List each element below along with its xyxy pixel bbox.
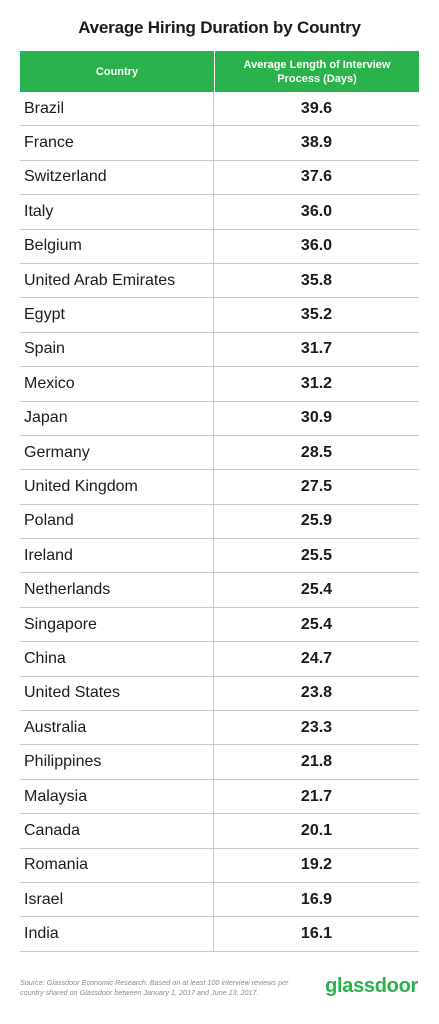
table-row: Italy 36.0 xyxy=(20,195,419,230)
days-value-cell: 21.7 xyxy=(300,787,333,805)
days-value-cell: 38.9 xyxy=(300,134,333,152)
table-row: Singapore 25.4 xyxy=(20,607,419,643)
country-cell: Netherlands xyxy=(20,573,214,607)
days-value-cell: 24.7 xyxy=(300,649,333,667)
country-cell: Spain xyxy=(20,332,214,367)
table-row: Poland 25.9 xyxy=(20,504,419,540)
country-cell: Australia xyxy=(20,711,214,745)
country-cell: Malaysia xyxy=(20,779,214,814)
days-value-cell: 25.5 xyxy=(300,546,333,564)
table-row: India 16.1 xyxy=(20,917,419,952)
table-row: United States 23.8 xyxy=(20,676,419,712)
country-cell: France xyxy=(20,126,214,160)
country-cell: Singapore xyxy=(20,607,214,642)
table-row: Romania 19.2 xyxy=(20,848,419,883)
table-row: Ireland 25.5 xyxy=(20,539,419,574)
days-value-cell: 39.6 xyxy=(300,99,333,117)
days-value-cell: 25.4 xyxy=(300,581,333,599)
days-value-cell: 25.4 xyxy=(300,615,333,633)
days-value-cell: 35.2 xyxy=(300,306,333,324)
days-value-cell: 25.9 xyxy=(300,512,333,530)
table-row: Japan 30.9 xyxy=(20,401,419,436)
glassdoor-logo: glassdoor xyxy=(325,975,418,997)
country-cell: Romania xyxy=(20,848,214,882)
table-row: Spain 31.7 xyxy=(20,332,419,368)
country-cell: Switzerland xyxy=(20,160,214,195)
country-cell: Israel xyxy=(20,882,214,917)
country-cell: China xyxy=(20,642,214,676)
country-cell: Belgium xyxy=(20,229,214,263)
days-value-cell: 27.5 xyxy=(300,477,333,495)
table-row: United Kingdom 27.5 xyxy=(20,470,419,505)
table-body: Brazil 39.6 France 38.9 Switzerland 37.6 Italy… xyxy=(20,92,419,952)
table-row: Egypt 35.2 xyxy=(20,298,419,333)
table-row: Malaysia 21.7 xyxy=(20,779,419,815)
days-value-cell: 23.8 xyxy=(300,684,333,702)
country-cell: Brazil xyxy=(20,92,214,126)
days-value-cell: 31.2 xyxy=(300,374,333,392)
column-header-country: Country xyxy=(95,65,139,78)
days-value-cell: 30.9 xyxy=(300,409,333,427)
days-value-cell: 36.0 xyxy=(300,202,333,220)
country-cell: Italy xyxy=(20,195,214,229)
chart-title: Average Hiring Duration by Country xyxy=(78,18,361,37)
header-divider xyxy=(214,51,215,92)
table-row: Germany 28.5 xyxy=(20,435,419,471)
table-row: Netherlands 25.4 xyxy=(20,573,419,608)
country-cell: United Kingdom xyxy=(20,470,214,504)
country-cell: India xyxy=(20,917,214,951)
days-value-cell: 19.2 xyxy=(300,856,333,874)
country-cell: Canada xyxy=(20,814,214,848)
table-row: Israel 16.9 xyxy=(20,882,419,918)
table-row: Philippines 21.8 xyxy=(20,745,419,780)
table-row: China 24.7 xyxy=(20,642,419,677)
table-row: United Arab Emirates 35.8 xyxy=(20,263,419,299)
days-value-cell: 31.7 xyxy=(300,340,333,358)
table-row: Australia 23.3 xyxy=(20,711,419,746)
table-row: Canada 20.1 xyxy=(20,814,419,849)
table-row: France 38.9 xyxy=(20,126,419,161)
days-value-cell: 20.1 xyxy=(300,821,333,839)
table-row: Belgium 36.0 xyxy=(20,229,419,264)
days-value-cell: 36.0 xyxy=(300,237,333,255)
days-value-cell: 16.1 xyxy=(300,925,333,943)
country-cell: Philippines xyxy=(20,745,214,779)
country-cell: United Arab Emirates xyxy=(20,263,214,298)
country-cell: Poland xyxy=(20,504,214,539)
days-value-cell: 37.6 xyxy=(300,168,333,186)
days-value-cell: 23.3 xyxy=(300,718,333,736)
days-value-cell: 35.8 xyxy=(300,271,333,289)
country-cell: Mexico xyxy=(20,367,214,401)
source-footnote: Source: Glassdoor Economic Research. Bas… xyxy=(20,978,289,997)
country-cell: Egypt xyxy=(20,298,214,332)
days-value-cell: 21.8 xyxy=(300,753,333,771)
hiring-duration-table: Country Average Length of Interview Proc… xyxy=(20,51,419,952)
table-row: Mexico 31.2 xyxy=(20,367,419,402)
country-cell: United States xyxy=(20,676,214,711)
table-header: Country Average Length of Interview Proc… xyxy=(20,51,419,92)
days-value-cell: 16.9 xyxy=(300,890,333,908)
country-cell: Germany xyxy=(20,435,214,470)
table-row: Switzerland 37.6 xyxy=(20,160,419,196)
column-header-days: Average Length of Interview Process (Day… xyxy=(243,58,391,85)
table-row: Brazil 39.6 xyxy=(20,92,419,127)
days-value-cell: 28.5 xyxy=(300,443,333,461)
country-cell: Japan xyxy=(20,401,214,435)
country-cell: Ireland xyxy=(20,539,214,573)
